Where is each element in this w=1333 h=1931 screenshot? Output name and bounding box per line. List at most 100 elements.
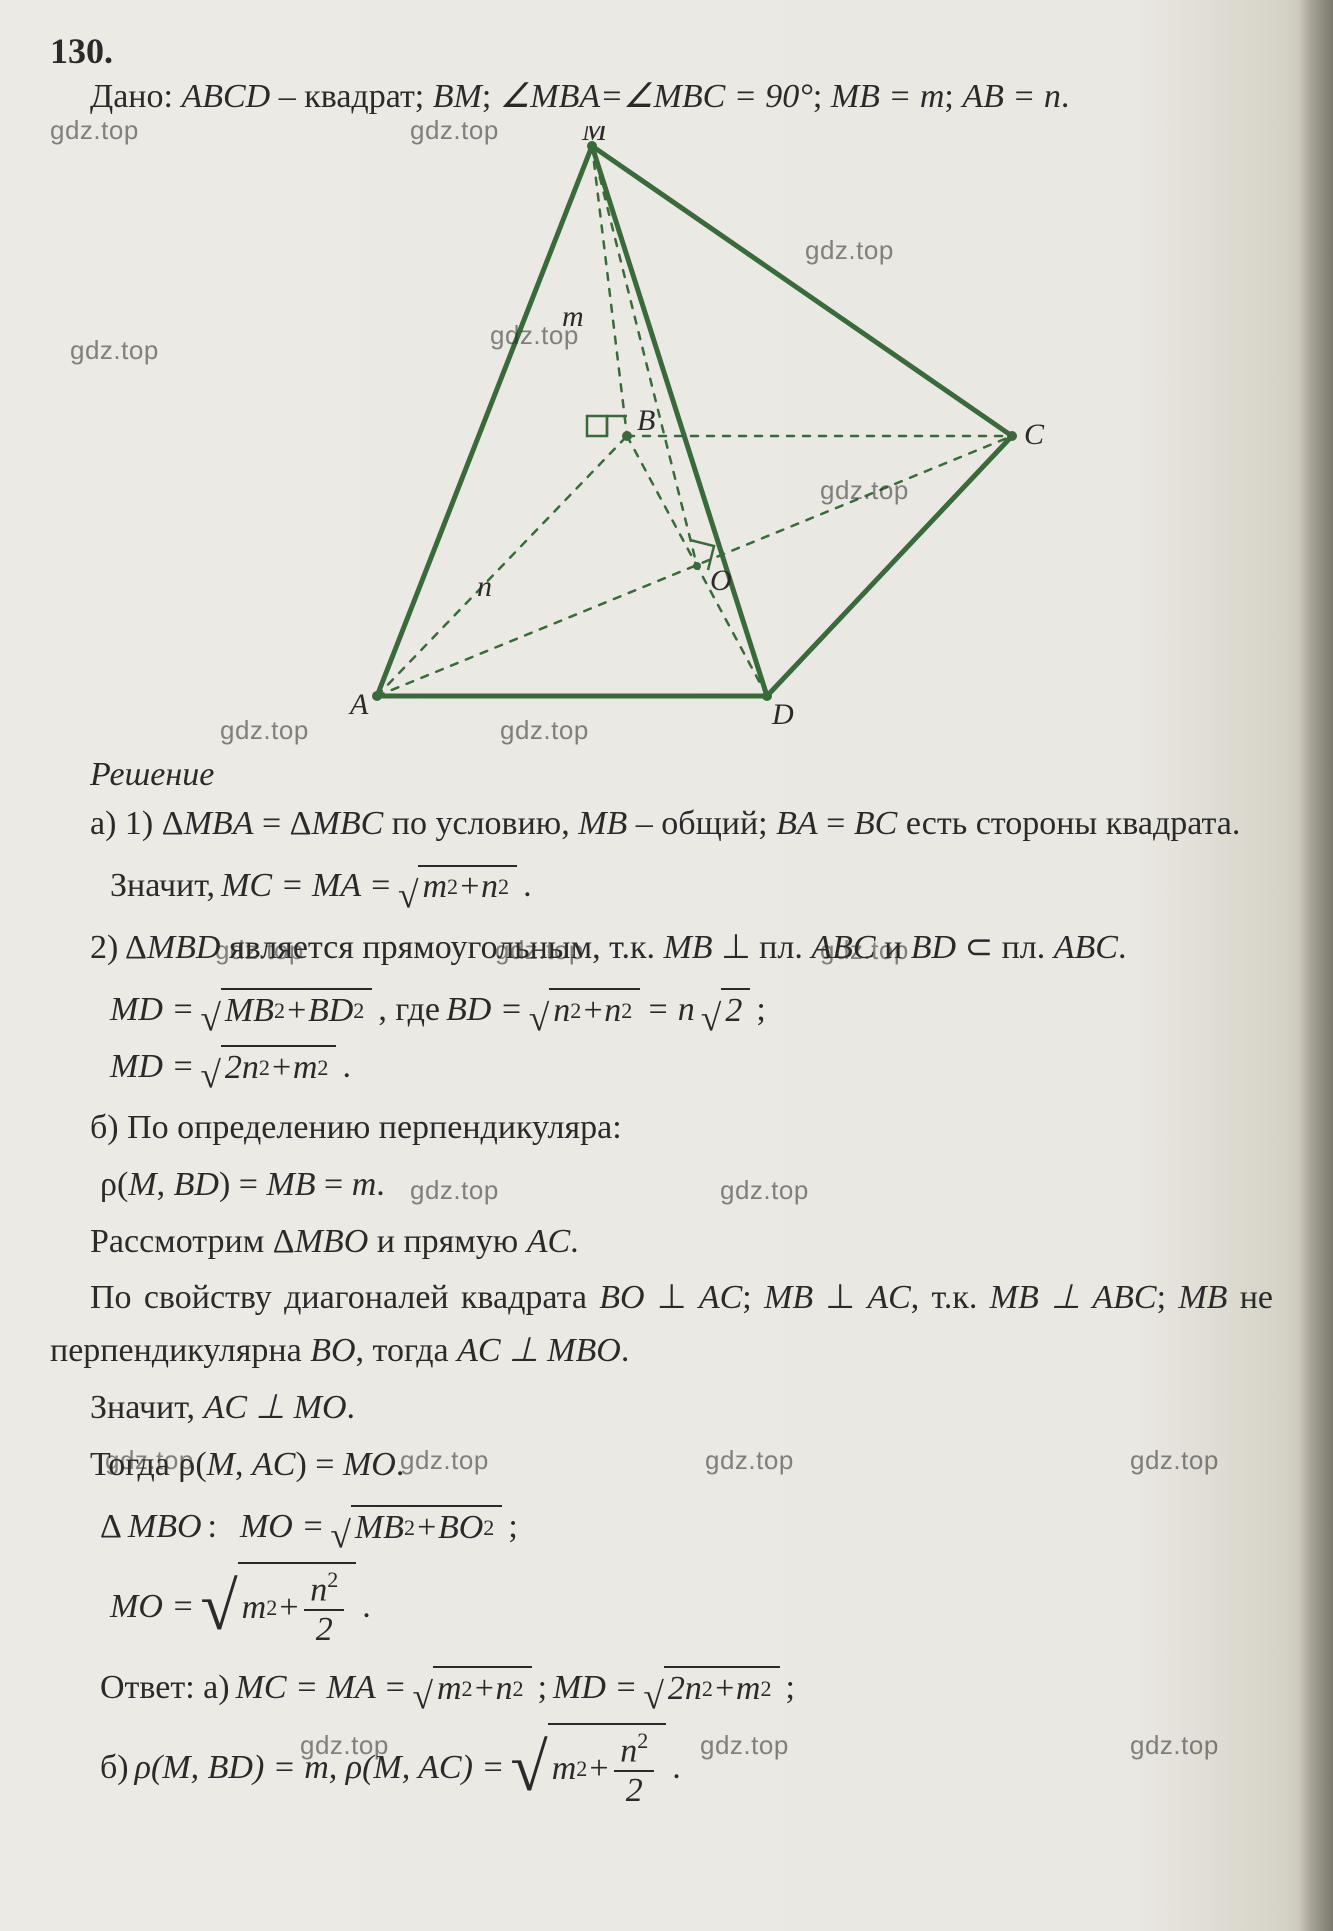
sep: ; — [813, 78, 831, 115]
text: , — [235, 1446, 252, 1483]
para-znachit2: Значит, AC ⊥ MO. — [50, 1382, 1273, 1435]
eq-md-2: MD = √2n2 + m2 . — [110, 1045, 1273, 1088]
text: ABC — [811, 929, 875, 966]
sqrt2: √2 — [701, 988, 751, 1031]
mbo: MBO — [128, 1508, 202, 1546]
text: Значит, — [90, 1389, 204, 1426]
sqrt: √2n2 + m2 — [643, 1666, 779, 1709]
text: Значит, — [110, 867, 215, 905]
text: AC — [527, 1223, 570, 1260]
text: ⊂ пл. — [956, 929, 1054, 966]
para-b-heading: б) По определению перпендикуляра: — [50, 1102, 1273, 1155]
para-diag: По свойству диагоналей квадрата BO ⊥ AC;… — [50, 1272, 1273, 1377]
text: BO — [599, 1279, 644, 1316]
eq: = n — [646, 991, 694, 1029]
text: BA — [776, 805, 818, 842]
sqrt: √m2 + n2 — [398, 865, 517, 908]
period: . — [523, 867, 532, 905]
text: – общий; — [627, 805, 776, 842]
sep: ; — [786, 1669, 795, 1707]
given-angle: ∠MBA=∠MBC = 90° — [500, 78, 813, 115]
given-prefix: Дано: — [90, 78, 181, 115]
eq-mo-frac: MO = √m2 + n22 . — [110, 1562, 1273, 1652]
text: является прямоугольным, т.к. — [220, 929, 663, 966]
para-togda: Тогда ρ(M, AC) = MO. — [50, 1439, 1273, 1492]
rho-mbd: ρ(M, BD) = MB = m. — [100, 1159, 1273, 1212]
sep: ; — [538, 1669, 547, 1707]
text: Тогда ρ( — [90, 1446, 207, 1483]
lhs: MO = — [240, 1508, 324, 1546]
text: BO — [310, 1332, 355, 1369]
period: . — [362, 1588, 371, 1626]
text: и прямую — [368, 1223, 526, 1260]
label-B: B — [637, 404, 655, 437]
label-C: C — [1024, 418, 1045, 451]
sqrt: √MB2 + BO2 — [330, 1505, 502, 1548]
sep: ; — [944, 78, 962, 115]
sqrt: √m2 + n22 — [510, 1723, 666, 1813]
text: MB — [764, 1279, 813, 1316]
text: ; — [1157, 1279, 1179, 1316]
figure-wrap: M A B C D O m n — [50, 126, 1273, 746]
text: ) = — [295, 1446, 343, 1483]
text: , т.к. — [911, 1279, 990, 1316]
text: MO — [343, 1446, 396, 1483]
text: MB — [578, 805, 627, 842]
sqrt: √m2 + n2 — [412, 1666, 531, 1709]
given-square-suffix: – квадрат; — [270, 78, 433, 115]
label-O: O — [710, 564, 732, 597]
period: . — [342, 1048, 351, 1086]
sqrt: √n2 + n2 — [529, 988, 641, 1031]
text: ABC — [1054, 929, 1118, 966]
answer-a: Ответ: а) MC = MA = √m2 + n2 ; MD = √2n2… — [100, 1666, 1273, 1709]
geometry-diagram: M A B C D O m n — [212, 126, 1112, 746]
eq-md-1: MD = √MB2 + BD2 , где BD = √n2 + n2 = n … — [110, 988, 1273, 1031]
b-label: б) — [100, 1749, 129, 1787]
text: MB — [1178, 1279, 1227, 1316]
text: MBO — [295, 1223, 369, 1260]
expr: MC = MA = — [221, 867, 392, 905]
given-square: ABCD — [181, 78, 270, 115]
period: . — [1118, 929, 1127, 966]
text: б) По определению перпендикуляра: — [90, 1109, 622, 1146]
lhs: MO = — [110, 1588, 194, 1626]
text: AC ⊥ MBO — [457, 1332, 621, 1369]
text: BC — [854, 805, 897, 842]
solution-heading: Решение — [90, 756, 1273, 794]
sqrt: √2n2 + m2 — [200, 1045, 336, 1088]
text: ; — [742, 1279, 764, 1316]
text: а) 1) Δ — [90, 805, 184, 842]
text: , тогда — [356, 1332, 458, 1369]
semicolon: ; — [756, 991, 765, 1029]
semicolon: ; — [508, 1508, 517, 1546]
text: MBD — [147, 929, 221, 966]
text: ⊥ — [645, 1279, 699, 1316]
text: ⊥ — [813, 1279, 867, 1316]
problem-number: 130. — [50, 30, 1273, 72]
period: . — [672, 1749, 681, 1787]
page: 130. Дано: ABCD – квадрат; BM; ∠MBA=∠MBC… — [0, 0, 1333, 1931]
text: MBA — [184, 805, 254, 842]
para-rass: Рассмотрим ΔMBO и прямую AC. — [50, 1216, 1273, 1269]
text: По свойству диагоналей квадрата — [90, 1279, 599, 1316]
text: Рассмотрим Δ — [90, 1223, 295, 1260]
label-D: D — [771, 698, 794, 731]
figure: M A B C D O m n — [212, 126, 1112, 746]
text: по условию, — [383, 805, 578, 842]
text: AC — [252, 1446, 295, 1483]
lhs: MD = — [110, 1048, 194, 1086]
para-a1: а) 1) ΔMBA = ΔMBC по условию, MB – общий… — [50, 798, 1273, 851]
lhs: MC = MA = — [221, 867, 392, 904]
text: есть стороны квадрата. — [897, 805, 1240, 842]
label-M: M — [581, 126, 609, 147]
eq-mc-ma: Значит, MC = MA = √m2 + n2 . — [110, 865, 1273, 908]
md: MD = — [553, 1669, 637, 1707]
expr: ρ(M, BD) = MB = m. — [100, 1166, 385, 1203]
text: AC — [867, 1279, 910, 1316]
text: = — [818, 805, 854, 842]
sep: ; — [482, 78, 500, 115]
page-spine-shadow — [1299, 0, 1333, 1931]
text: MBC — [312, 805, 384, 842]
period: . — [621, 1332, 630, 1369]
sqrt: √m2 + n22 — [200, 1562, 356, 1652]
